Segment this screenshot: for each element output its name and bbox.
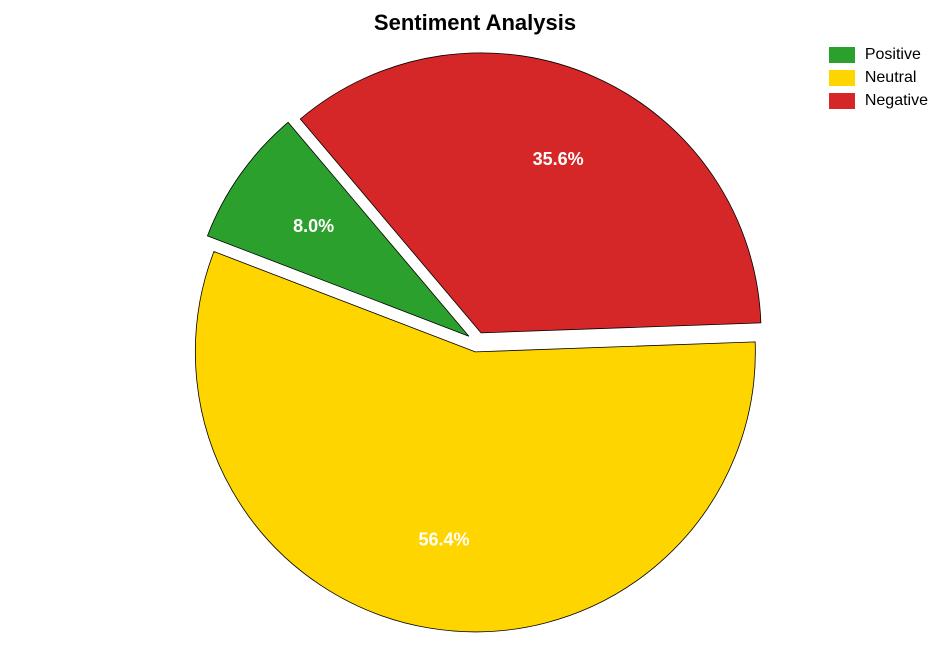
legend-swatch-neutral (829, 70, 855, 86)
legend-swatch-negative (829, 93, 855, 109)
legend-item-positive: Positive (829, 46, 928, 64)
slice-label-neutral: 56.4% (418, 530, 469, 550)
slice-label-negative: 35.6% (533, 149, 584, 169)
legend-swatch-positive (829, 47, 855, 63)
slice-label-positive: 8.0% (293, 216, 334, 236)
chart-container: Sentiment Analysis 8.0%56.4%35.6% Positi… (0, 0, 950, 662)
pie-chart-svg: 8.0% 56.4% 35.6% (0, 0, 950, 662)
legend-label-positive: Positive (865, 46, 921, 64)
legend-label-neutral: Neutral (865, 69, 917, 87)
legend-item-negative: Negative (829, 92, 928, 110)
legend: Positive Neutral Negative (829, 46, 928, 115)
legend-label-negative: Negative (865, 92, 928, 110)
legend-item-neutral: Neutral (829, 69, 928, 87)
